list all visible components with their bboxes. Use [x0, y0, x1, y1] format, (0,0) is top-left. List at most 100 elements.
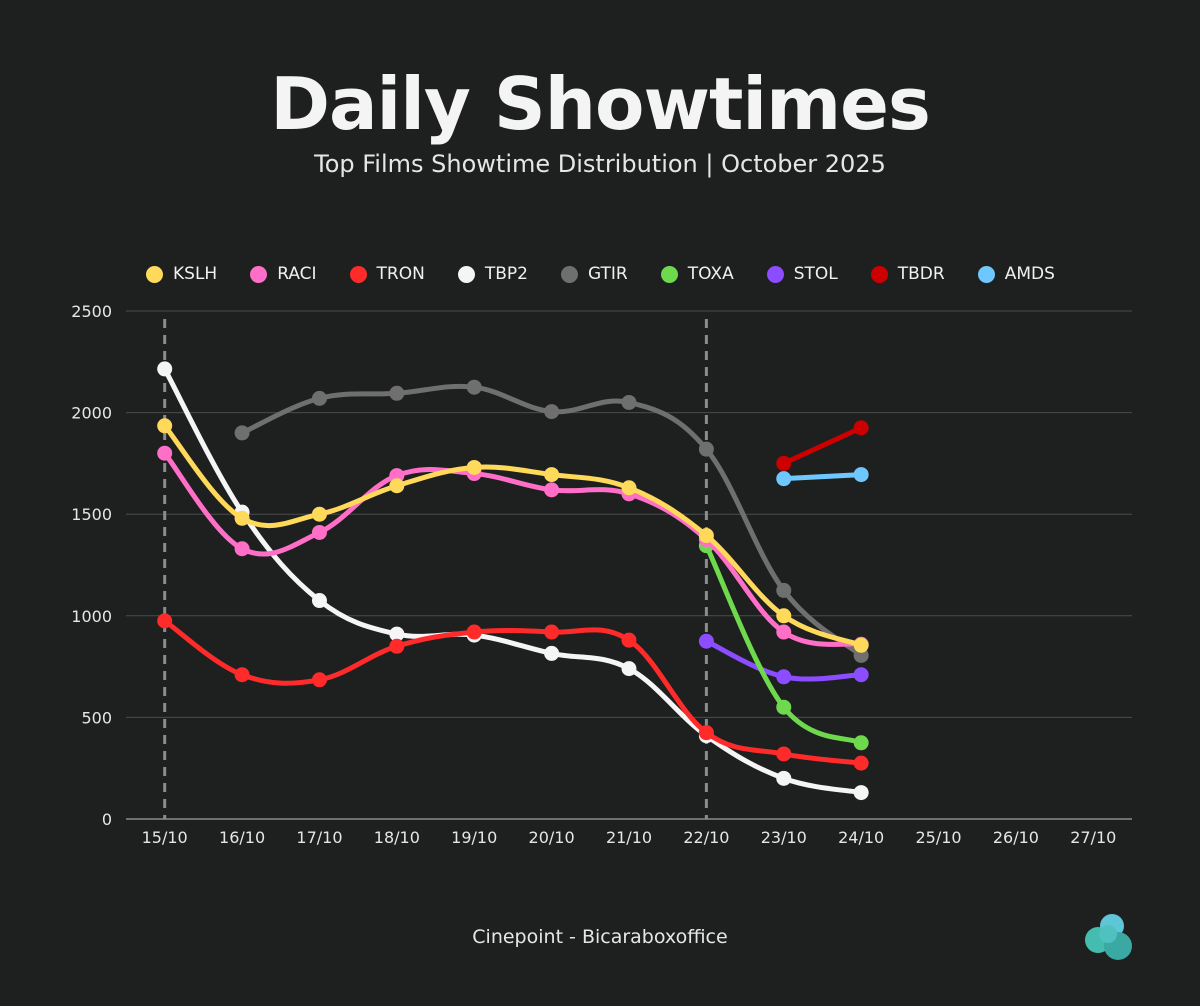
data-point-gtir [698, 441, 714, 457]
data-point-tbp2 [621, 661, 637, 677]
data-point-stol [853, 667, 869, 683]
data-point-kslh [776, 608, 792, 624]
data-point-gtir [466, 379, 482, 395]
legend-swatch [660, 265, 678, 283]
x-tick-label: 17/10 [296, 828, 342, 847]
legend-item-toxa: TOXA [660, 264, 734, 284]
y-tick-label: 0 [102, 810, 112, 829]
data-point-gtir [389, 385, 405, 401]
data-point-tbp2 [389, 626, 405, 642]
data-point-tron [853, 755, 869, 771]
data-point-kslh [157, 418, 173, 434]
data-point-tron [621, 632, 637, 648]
data-point-raci [776, 624, 792, 640]
data-point-tron [311, 672, 327, 688]
x-tick-label: 18/10 [374, 828, 420, 847]
cloud-logo-icon [1085, 914, 1132, 960]
legend-swatch [146, 265, 163, 283]
x-tick-label: 16/10 [219, 828, 265, 847]
legend-label: TRON [376, 264, 425, 284]
data-point-tbdr [853, 420, 869, 436]
data-point-gtir [234, 425, 250, 441]
data-point-tbp2 [544, 645, 560, 661]
series-tbdr [776, 420, 869, 471]
x-tick-label: 22/10 [683, 828, 729, 847]
x-tick-label: 26/10 [993, 828, 1039, 847]
legend-item-amds: AMDS [977, 264, 1055, 284]
legend-label: STOL [793, 264, 838, 284]
data-point-gtir [311, 390, 327, 406]
y-tick-label: 2500 [71, 302, 112, 321]
data-point-stol [776, 669, 792, 685]
legend-label: GTIR [587, 264, 628, 284]
legend-label: TBDR [897, 264, 945, 284]
data-point-raci [544, 482, 560, 498]
legend-label: RACI [277, 264, 317, 284]
data-point-raci [311, 524, 327, 540]
data-point-tbp2 [311, 593, 327, 609]
legend-swatch [766, 265, 784, 283]
data-point-kslh [853, 637, 869, 653]
data-point-kslh [311, 506, 327, 522]
chart-legend: KSLH RACI TRON TBP2 GTIR TOXA STOL TBDR AMDS [146, 264, 1088, 284]
x-tick-label: 25/10 [915, 828, 961, 847]
legend-item-gtir: GTIR [560, 264, 628, 284]
legend-label: TOXA [687, 264, 734, 284]
series-line-tbp2 [162, 366, 864, 796]
chart-subtitle: Top Films Showtime Distribution | Octobe… [314, 150, 886, 178]
x-tick-label: 21/10 [606, 828, 652, 847]
legend-swatch [457, 265, 475, 283]
y-tick-label: 500 [81, 708, 112, 727]
legend-item-tbdr: TBDR [870, 264, 945, 284]
legend-item-tbp2: TBP2 [457, 264, 528, 284]
legend-label: AMDS [1004, 264, 1055, 284]
data-point-kslh [389, 478, 405, 494]
data-point-tron [234, 667, 250, 683]
series-tron [157, 613, 869, 771]
data-point-tbp2 [157, 361, 173, 377]
data-point-toxa [853, 735, 869, 751]
legend-swatch [250, 265, 268, 283]
data-point-tbp2 [776, 770, 792, 786]
data-point-tron [389, 638, 405, 654]
data-point-tbdr [776, 455, 792, 471]
data-point-kslh [234, 510, 250, 526]
source-credit: Cinepoint - Bicaraboxoffice [472, 926, 728, 948]
legend-swatch [977, 265, 995, 283]
x-tick-label: 15/10 [142, 828, 188, 847]
legend-item-kslh: KSLH [146, 264, 217, 284]
data-point-amds [853, 467, 869, 483]
data-point-kslh [544, 467, 560, 483]
series-line-tbdr [781, 425, 864, 466]
legend-label: TBP2 [484, 264, 528, 284]
data-point-raci [234, 541, 250, 557]
x-tick-label: 23/10 [761, 828, 807, 847]
data-point-kslh [698, 528, 714, 544]
y-tick-label: 1000 [71, 607, 112, 626]
series-kslh [157, 418, 869, 653]
series-tbp2 [157, 361, 869, 801]
data-point-stol [698, 633, 714, 649]
x-tick-label: 20/10 [529, 828, 575, 847]
data-point-tron [466, 624, 482, 640]
x-tick-label: 27/10 [1070, 828, 1116, 847]
data-point-tron [776, 746, 792, 762]
legend-label: KSLH [173, 264, 218, 284]
y-tick-label: 1500 [71, 505, 112, 524]
chart-title: Daily Showtimes [270, 62, 931, 146]
legend-item-stol: STOL [766, 264, 838, 284]
data-point-gtir [544, 404, 560, 420]
series-line-tron [162, 618, 864, 766]
data-point-kslh [466, 459, 482, 475]
data-point-gtir [776, 582, 792, 598]
x-tick-label: 24/10 [838, 828, 884, 847]
data-point-tron [544, 624, 560, 640]
y-tick-label: 2000 [71, 404, 112, 423]
data-point-raci [157, 445, 173, 461]
legend-swatch [560, 265, 578, 283]
data-point-amds [776, 471, 792, 487]
legend-item-raci: RACI [250, 264, 317, 284]
data-point-tron [698, 725, 714, 741]
data-point-toxa [776, 699, 792, 715]
